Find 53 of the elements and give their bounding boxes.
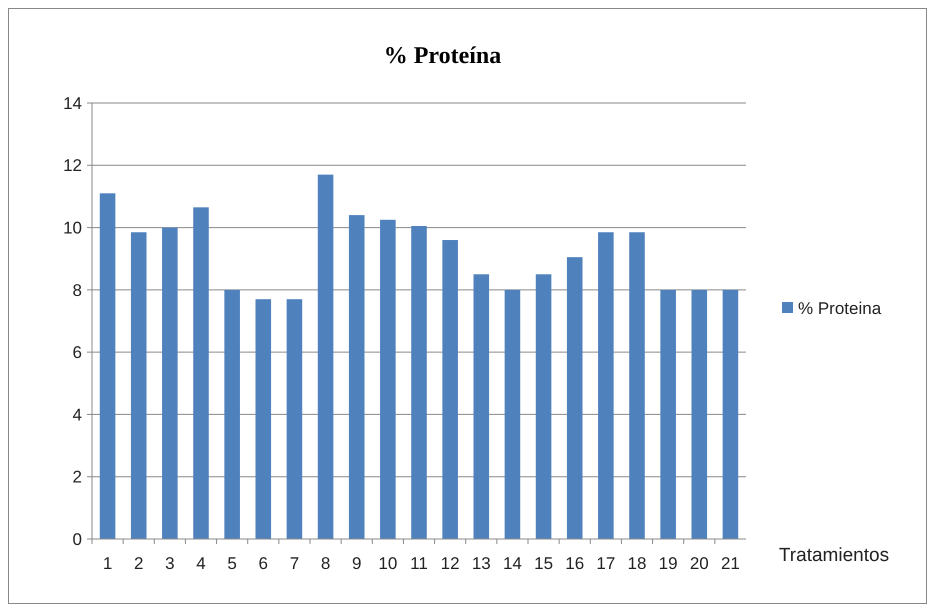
x-tick-label: 10 bbox=[378, 554, 398, 573]
x-tick-label: 15 bbox=[534, 554, 554, 573]
bar bbox=[536, 274, 552, 539]
x-tick-label: 12 bbox=[440, 554, 460, 573]
x-tick-label: 5 bbox=[227, 554, 237, 573]
y-tick-label: 10 bbox=[63, 218, 82, 238]
bar bbox=[318, 174, 334, 539]
y-tick-label: 2 bbox=[72, 468, 82, 487]
x-tick-label: 21 bbox=[720, 554, 740, 573]
bar bbox=[566, 257, 582, 539]
x-tick-label: 4 bbox=[196, 554, 206, 573]
x-tick-label: 9 bbox=[352, 554, 362, 573]
bar bbox=[722, 290, 738, 539]
y-tick-label: 0 bbox=[72, 530, 82, 549]
bar bbox=[286, 299, 302, 539]
x-tick-label: 11 bbox=[410, 554, 428, 573]
bar bbox=[629, 232, 645, 539]
bar bbox=[598, 232, 614, 539]
bar bbox=[442, 240, 458, 539]
bar bbox=[130, 232, 146, 539]
x-tick-label: 1 bbox=[102, 554, 112, 573]
bar bbox=[692, 290, 708, 539]
bar bbox=[100, 193, 116, 539]
x-tick-label: 13 bbox=[472, 554, 491, 573]
y-tick-label: 4 bbox=[72, 405, 82, 424]
x-tick-label: 3 bbox=[165, 554, 175, 573]
x-tick-label: 19 bbox=[658, 554, 678, 573]
x-tick-label: 6 bbox=[258, 554, 268, 573]
y-tick-label: 14 bbox=[63, 94, 82, 113]
bar bbox=[380, 220, 396, 539]
x-tick-label: 20 bbox=[690, 554, 709, 573]
x-tick-label: 8 bbox=[320, 554, 330, 573]
bar bbox=[660, 290, 676, 539]
bar bbox=[474, 274, 490, 539]
bar bbox=[504, 290, 520, 539]
x-tick-label: 7 bbox=[290, 554, 300, 573]
x-axis-title: Tratamientos bbox=[778, 545, 890, 566]
legend-label: % Proteina bbox=[798, 298, 882, 318]
chart-title: % Proteína bbox=[384, 43, 502, 69]
bar bbox=[193, 207, 209, 539]
x-tick-label: 14 bbox=[502, 554, 522, 573]
y-tick-label: 6 bbox=[72, 343, 82, 362]
x-tick-label: 16 bbox=[565, 554, 584, 573]
bar bbox=[224, 290, 240, 539]
bar bbox=[411, 226, 427, 539]
bar bbox=[348, 215, 364, 539]
y-tick-label: 12 bbox=[63, 156, 82, 176]
bar bbox=[256, 299, 272, 539]
x-tick-label: 18 bbox=[628, 554, 646, 573]
x-tick-label: 2 bbox=[134, 554, 144, 573]
y-tick-label: 8 bbox=[72, 280, 82, 300]
x-tick-label: 17 bbox=[596, 554, 616, 573]
bar bbox=[162, 228, 178, 539]
